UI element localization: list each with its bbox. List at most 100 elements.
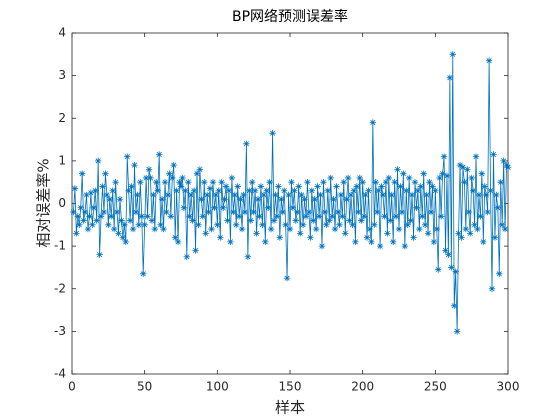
data-point bbox=[296, 230, 304, 237]
data-point bbox=[353, 183, 361, 190]
data-point bbox=[203, 191, 211, 199]
data-point bbox=[360, 213, 368, 220]
data-point bbox=[77, 204, 84, 211]
data-point bbox=[327, 174, 334, 182]
data-point bbox=[251, 187, 259, 194]
data-point bbox=[103, 191, 111, 199]
data-point bbox=[177, 183, 185, 190]
data-point bbox=[122, 238, 129, 246]
data-point bbox=[342, 230, 349, 237]
data-point bbox=[419, 213, 426, 220]
data-point bbox=[260, 191, 268, 199]
data-point bbox=[195, 221, 202, 229]
data-point bbox=[138, 213, 145, 220]
data-point bbox=[346, 217, 353, 224]
data-point bbox=[437, 213, 445, 220]
data-point bbox=[333, 183, 340, 190]
data-point bbox=[78, 170, 86, 177]
x-tick-label: 150 bbox=[279, 380, 302, 394]
data-point bbox=[312, 225, 320, 233]
data-point bbox=[140, 270, 147, 278]
data-point bbox=[404, 221, 411, 229]
data-point bbox=[185, 178, 192, 186]
data-point bbox=[408, 191, 416, 199]
data-point bbox=[311, 196, 318, 203]
data-point bbox=[337, 191, 345, 199]
data-point bbox=[498, 221, 506, 229]
y-tick-label: 3 bbox=[58, 68, 66, 82]
data-point bbox=[349, 221, 356, 229]
data-point bbox=[320, 178, 327, 186]
data-point bbox=[389, 238, 397, 246]
data-point bbox=[424, 230, 432, 237]
data-point bbox=[208, 225, 215, 233]
data-point bbox=[490, 151, 497, 158]
y-tick-label: 2 bbox=[58, 111, 66, 125]
data-point bbox=[238, 225, 246, 233]
data-point bbox=[465, 208, 472, 216]
data-point bbox=[358, 217, 365, 224]
data-point bbox=[171, 234, 179, 241]
data-point bbox=[158, 196, 166, 203]
data-point bbox=[427, 208, 435, 216]
data-point bbox=[112, 178, 119, 186]
data-point bbox=[372, 178, 379, 186]
data-point bbox=[423, 191, 430, 199]
data-point bbox=[304, 178, 311, 186]
data-point bbox=[145, 166, 153, 173]
data-point bbox=[237, 196, 244, 203]
data-point bbox=[240, 191, 247, 199]
data-point bbox=[487, 187, 494, 194]
data-point bbox=[214, 221, 221, 229]
data-point bbox=[387, 217, 394, 224]
data-point bbox=[407, 217, 414, 224]
data-point bbox=[115, 230, 122, 237]
data-point bbox=[318, 242, 326, 250]
data-point bbox=[497, 178, 504, 186]
data-point bbox=[147, 174, 154, 182]
data-point bbox=[292, 217, 300, 224]
data-point bbox=[435, 266, 442, 273]
x-axis-label: 样本 bbox=[275, 399, 305, 417]
data-point bbox=[196, 166, 204, 173]
data-point bbox=[235, 213, 243, 220]
data-point bbox=[121, 221, 128, 229]
data-point bbox=[455, 230, 462, 237]
data-point bbox=[301, 196, 308, 203]
data-point bbox=[157, 221, 164, 229]
data-point bbox=[201, 178, 208, 186]
data-point bbox=[363, 234, 371, 241]
data-point bbox=[288, 178, 295, 186]
data-point bbox=[265, 204, 272, 211]
data-point bbox=[388, 191, 395, 199]
data-point bbox=[315, 213, 323, 220]
x-tick-label: 100 bbox=[206, 380, 229, 394]
data-point bbox=[446, 74, 454, 81]
data-point bbox=[76, 221, 83, 229]
data-point bbox=[102, 170, 109, 177]
data-point bbox=[233, 221, 240, 229]
data-point bbox=[221, 196, 228, 203]
data-point bbox=[74, 213, 82, 220]
x-tick-label: 50 bbox=[137, 380, 152, 394]
data-point bbox=[376, 242, 384, 250]
data-point bbox=[119, 234, 127, 241]
data-point bbox=[469, 187, 477, 194]
data-point bbox=[141, 221, 148, 229]
data-point bbox=[475, 191, 483, 199]
data-point bbox=[94, 157, 102, 165]
data-point bbox=[398, 208, 406, 216]
data-point bbox=[81, 208, 89, 216]
data-point bbox=[254, 196, 262, 203]
data-point bbox=[484, 208, 491, 216]
data-point bbox=[328, 213, 336, 220]
data-point bbox=[462, 225, 470, 233]
data-point bbox=[86, 213, 93, 220]
data-point bbox=[135, 221, 143, 229]
data-point bbox=[411, 178, 419, 186]
data-point bbox=[150, 191, 157, 199]
data-point bbox=[493, 191, 500, 199]
data-point bbox=[467, 230, 474, 237]
data-point bbox=[443, 172, 451, 179]
data-point bbox=[266, 178, 273, 186]
